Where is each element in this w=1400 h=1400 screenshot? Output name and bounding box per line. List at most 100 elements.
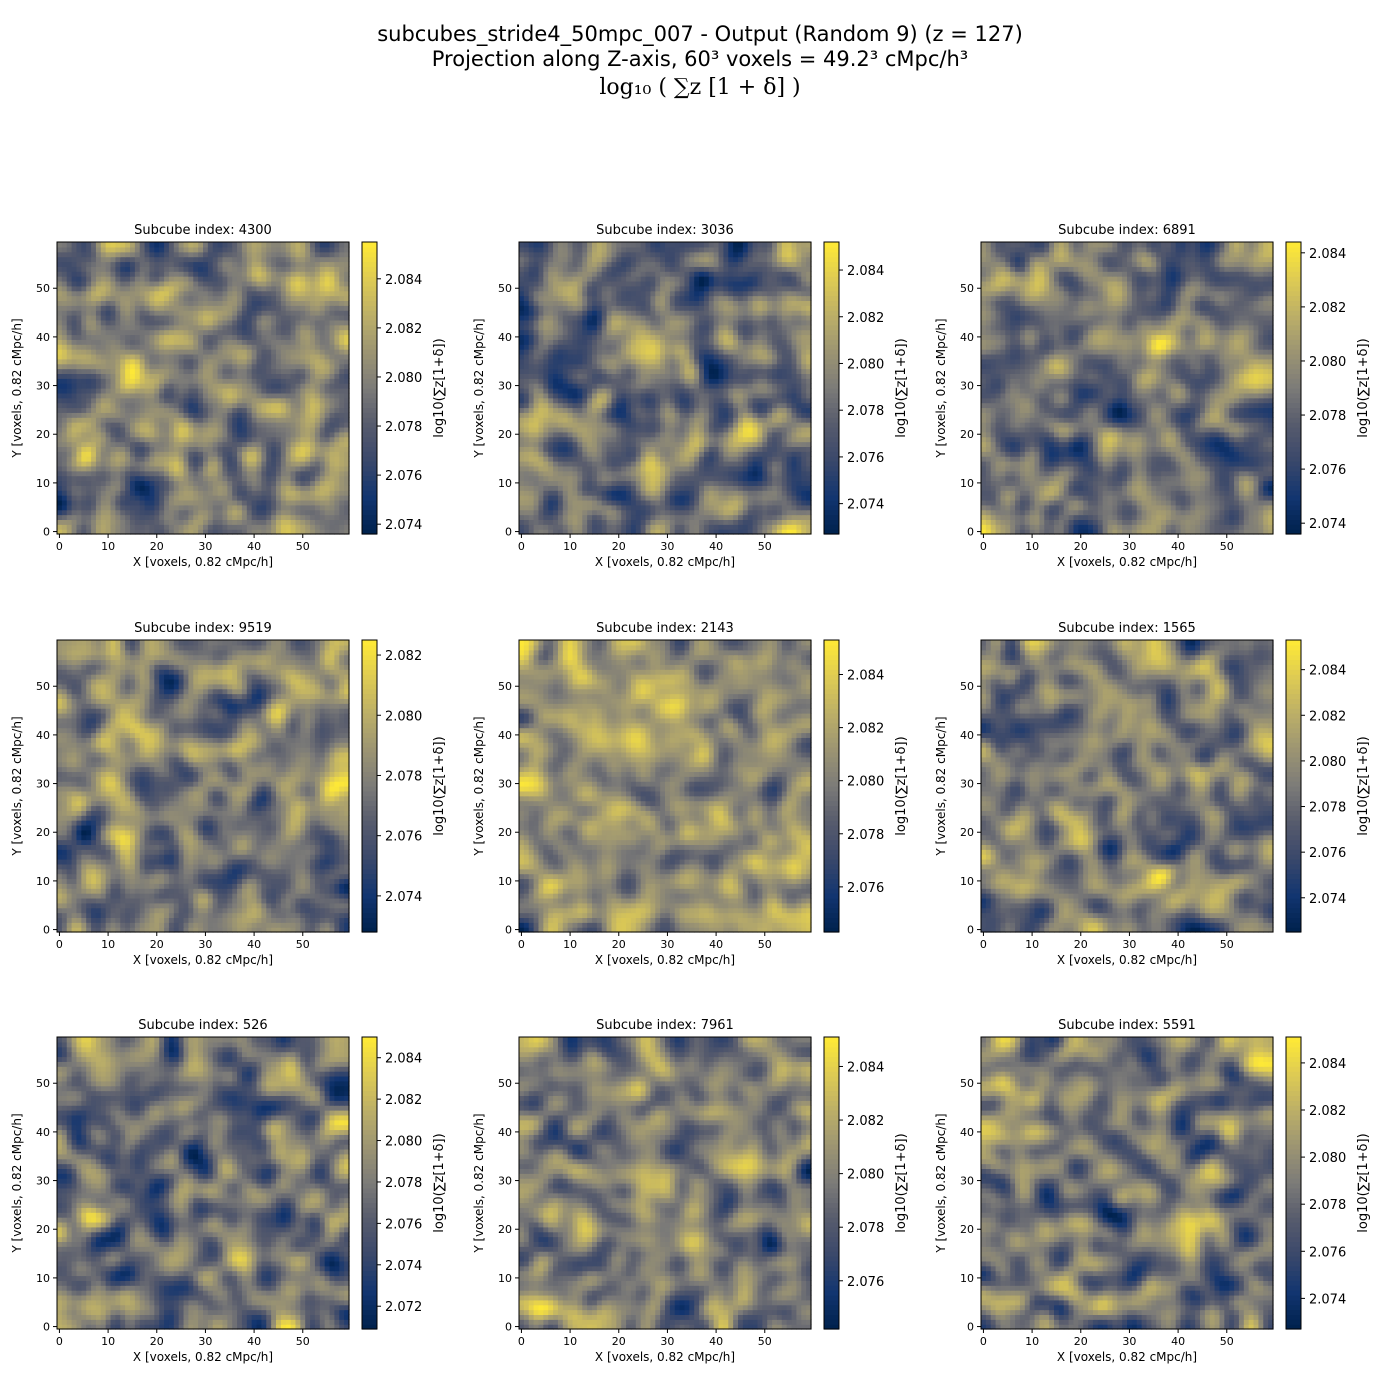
heatmap-cell (548, 519, 553, 524)
heatmap-cell (174, 519, 179, 524)
heatmap-cell (266, 398, 271, 403)
heatmap-cell (568, 476, 573, 481)
heatmap-cell (276, 451, 281, 456)
heatmap-cell (592, 427, 597, 432)
heatmap-cell (188, 485, 193, 490)
heatmap-cell (534, 485, 539, 490)
heatmap-cell (247, 296, 252, 301)
heatmap-cell (529, 476, 534, 481)
heatmap-cell (558, 471, 563, 476)
heatmap-cell (76, 320, 81, 325)
heatmap-cell (650, 485, 655, 490)
heatmap-cell (266, 315, 271, 320)
heatmap-cell (106, 296, 111, 301)
heatmap-cell (689, 437, 694, 442)
heatmap-cell (125, 388, 130, 393)
heatmap-cell (261, 305, 266, 310)
heatmap-cell (334, 403, 339, 408)
heatmap-cell (261, 490, 266, 495)
heatmap-cell (81, 524, 86, 529)
heatmap-cell (184, 300, 189, 305)
heatmap-cell (650, 510, 655, 515)
heatmap-cell (257, 471, 262, 476)
heatmap-cell (120, 476, 125, 481)
heatmap-cell (271, 471, 276, 476)
heatmap-cell (62, 471, 67, 476)
heatmap-cell (266, 446, 271, 451)
heatmap-cell (62, 369, 67, 374)
heatmap-cell (198, 247, 203, 252)
heatmap-cell (140, 446, 145, 451)
heatmap-cell (563, 461, 568, 466)
heatmap-cell (723, 466, 728, 471)
heatmap-cell (145, 446, 150, 451)
heatmap-cell (699, 451, 704, 456)
heatmap-cell (140, 315, 145, 320)
heatmap-cell (646, 480, 651, 485)
heatmap-cell (135, 403, 140, 408)
heatmap-cell (81, 476, 86, 481)
heatmap-cell (154, 456, 159, 461)
heatmap-cell (675, 476, 680, 481)
heatmap-cell (184, 359, 189, 364)
heatmap-cell (767, 476, 772, 481)
heatmap-cell (607, 427, 612, 432)
heatmap-cell (106, 281, 111, 286)
heatmap-cell (125, 247, 130, 252)
heatmap-cell (184, 485, 189, 490)
heatmap-cell (300, 286, 305, 291)
heatmap-cell (261, 261, 266, 266)
heatmap-cell (300, 344, 305, 349)
heatmap-cell (330, 296, 335, 301)
heatmap-cell (548, 446, 553, 451)
heatmap-cell (203, 330, 208, 335)
heatmap-cell (120, 383, 125, 388)
heatmap-cell (719, 432, 724, 437)
heatmap-cell (174, 456, 179, 461)
heatmap-cell (57, 388, 62, 393)
heatmap-cell (753, 471, 758, 476)
heatmap-cell (777, 432, 782, 437)
heatmap-cell (164, 257, 169, 262)
heatmap-cell (106, 476, 111, 481)
heatmap-cell (646, 437, 651, 442)
heatmap-cell (252, 505, 257, 510)
heatmap-cell (796, 471, 801, 476)
heatmap-cell (689, 432, 694, 437)
heatmap-cell (538, 476, 543, 481)
heatmap-cell (140, 515, 145, 520)
heatmap-cell (101, 369, 106, 374)
heatmap-cell (203, 257, 208, 262)
heatmap-cell (242, 276, 247, 281)
heatmap-cell (120, 466, 125, 471)
heatmap-cell (650, 490, 655, 495)
heatmap-cell (339, 334, 344, 339)
heatmap-cell (631, 515, 636, 520)
heatmap-cell (208, 310, 213, 315)
heatmap-cell (213, 422, 218, 427)
heatmap-cell (247, 373, 252, 378)
heatmap-cell (310, 510, 315, 515)
heatmap-cell (135, 515, 140, 520)
heatmap-cell (247, 412, 252, 417)
heatmap-cell (257, 330, 262, 335)
heatmap-cell (62, 271, 67, 276)
heatmap-cell (81, 286, 86, 291)
heatmap-cell (582, 461, 587, 466)
heatmap-cell (680, 510, 685, 515)
heatmap-cell (232, 427, 237, 432)
heatmap-cell (96, 524, 101, 529)
heatmap-cell (325, 515, 330, 520)
heatmap-cell (72, 364, 77, 369)
heatmap-cell (169, 505, 174, 510)
heatmap-cell (242, 510, 247, 515)
heatmap-cell (72, 252, 77, 257)
heatmap-cell (140, 524, 145, 529)
heatmap-cell (753, 485, 758, 490)
colorbar-segment (362, 403, 377, 408)
heatmap-cell (159, 398, 164, 403)
heatmap-cell (738, 495, 743, 500)
heatmap-cell (300, 398, 305, 403)
heatmap-cell (222, 339, 227, 344)
heatmap-cell (218, 373, 223, 378)
